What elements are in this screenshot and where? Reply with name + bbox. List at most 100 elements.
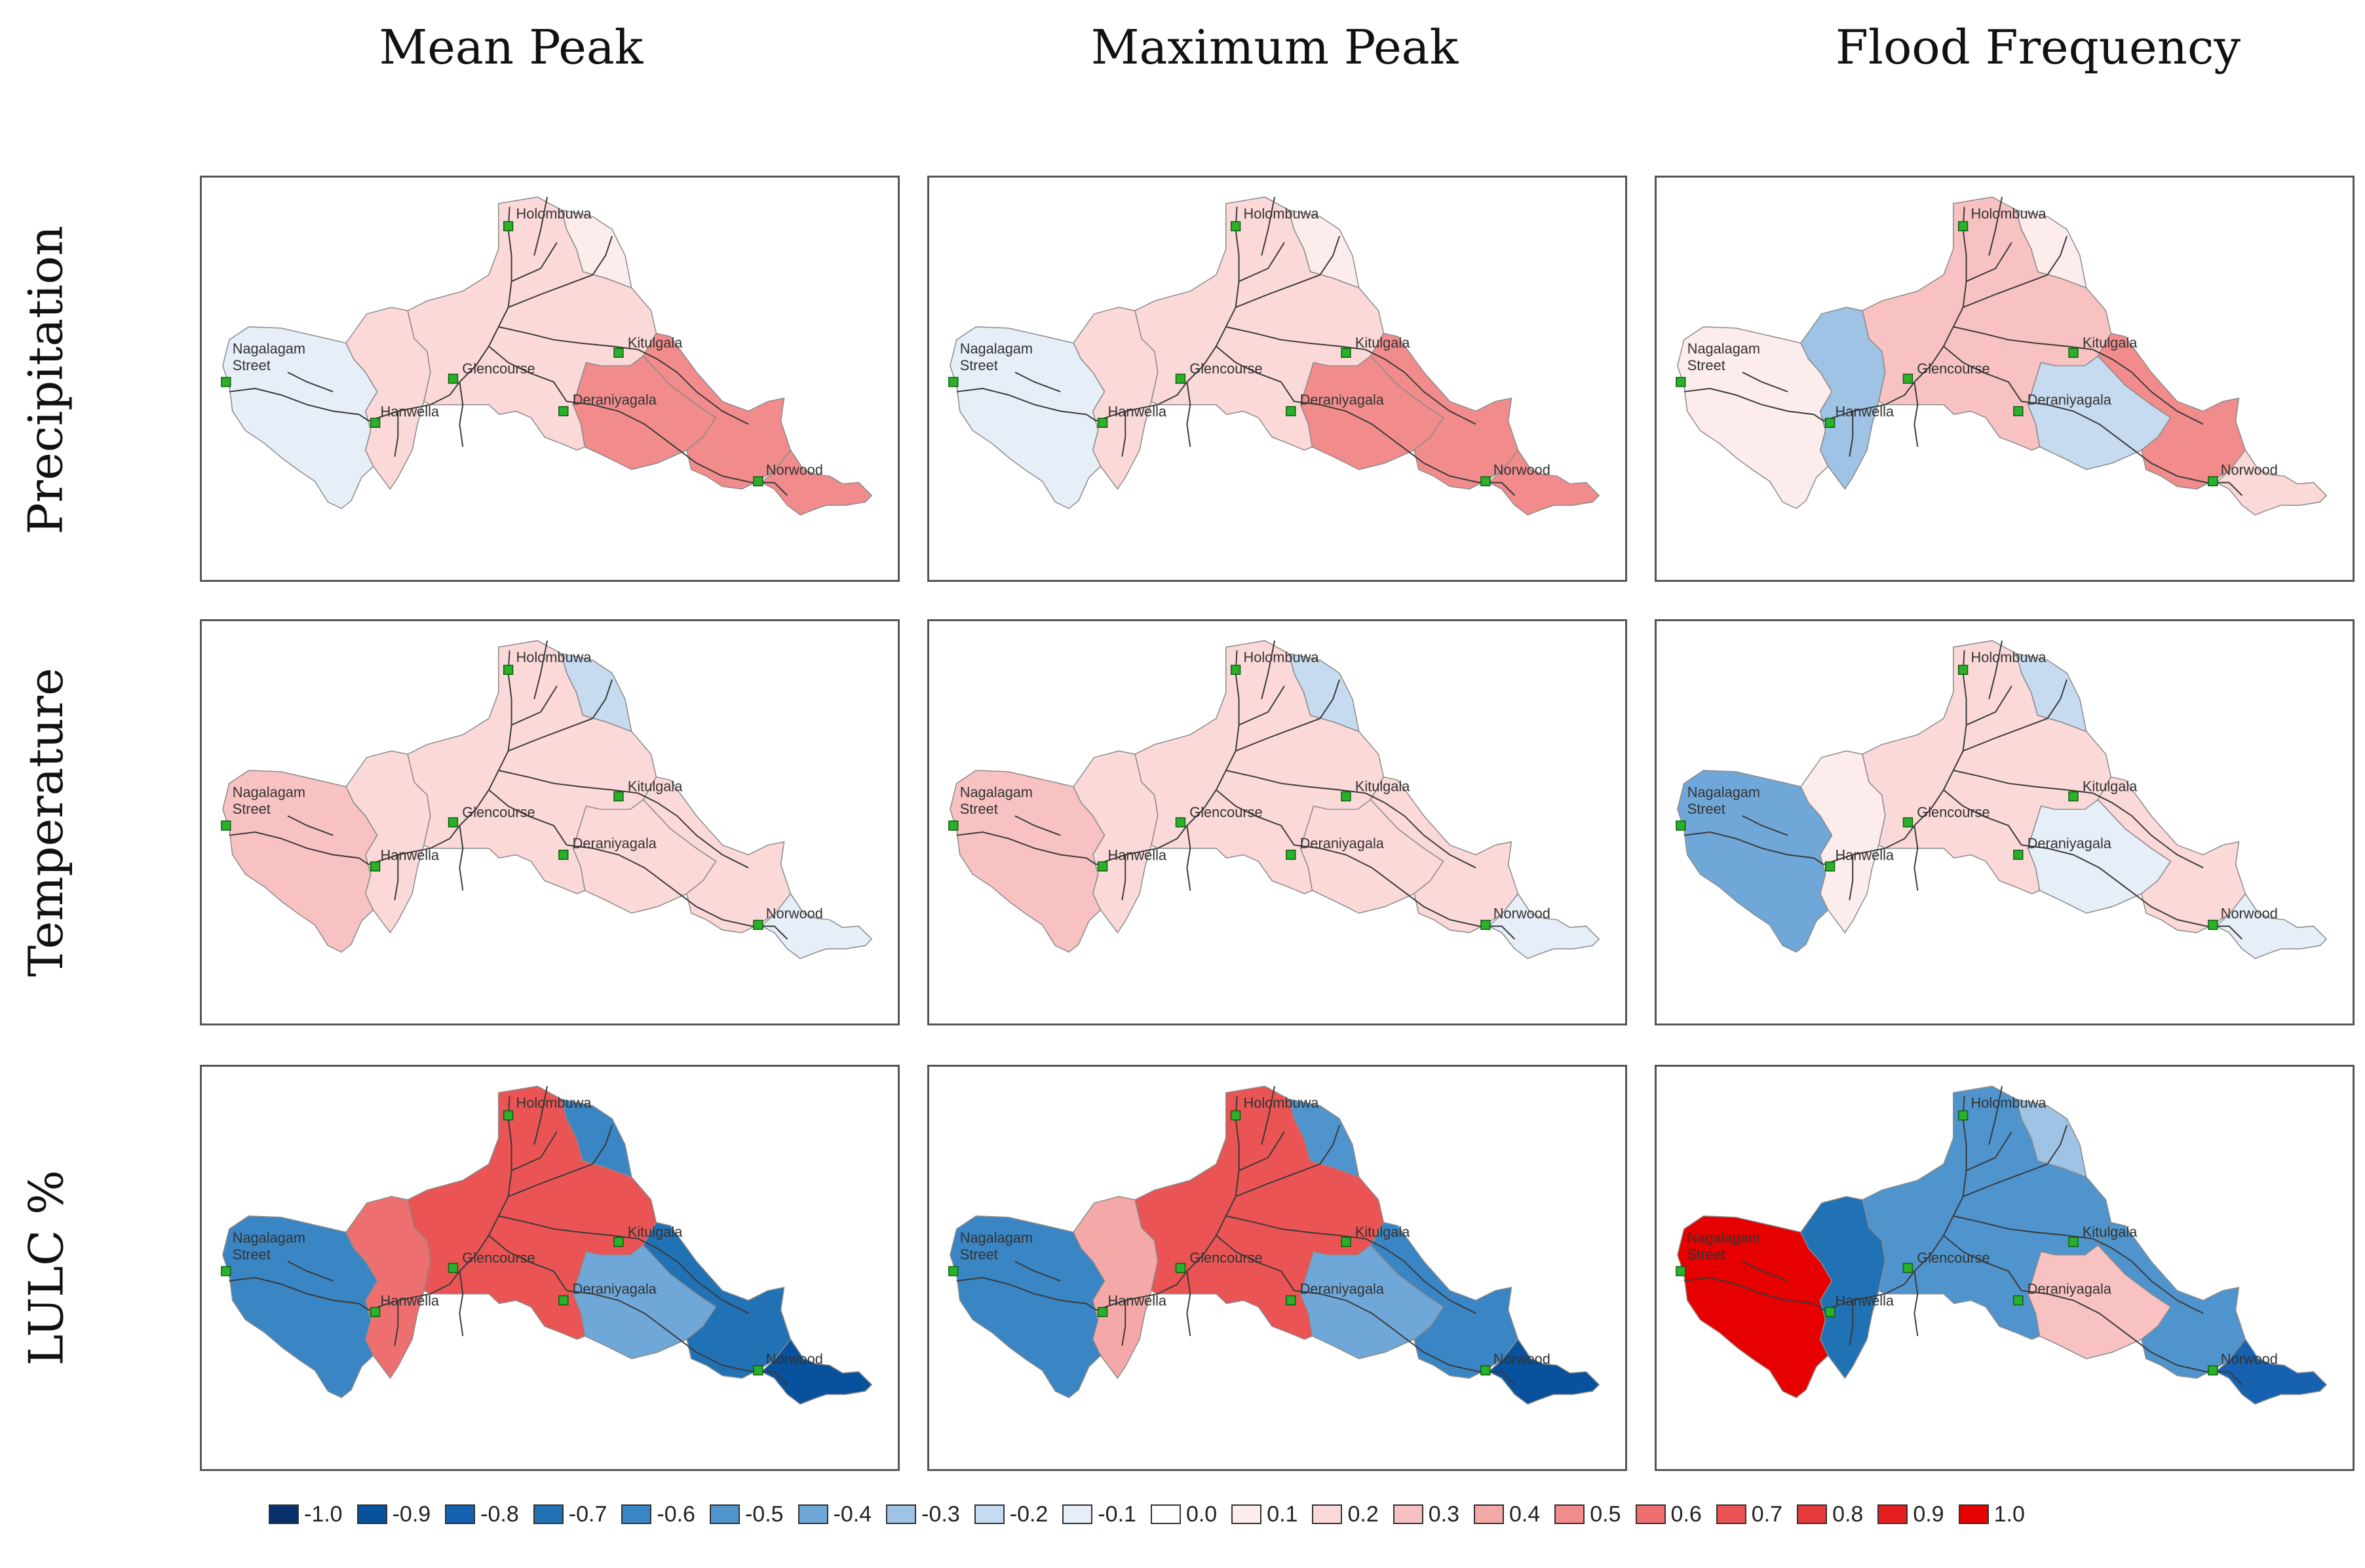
river-line	[1849, 411, 1854, 457]
station-marker	[1230, 664, 1241, 675]
river-line	[1823, 381, 1915, 422]
station-marker	[1676, 377, 1686, 387]
river-line	[394, 854, 399, 901]
station-label: Glencourse	[462, 360, 535, 377]
river-line	[498, 1215, 638, 1240]
river-line	[1014, 815, 1061, 836]
legend-label: 0.5	[1590, 1501, 1621, 1527]
station-label: Nagalagam	[1687, 1229, 1760, 1246]
river-line	[1186, 1271, 1191, 1337]
station-marker	[948, 377, 959, 387]
station-marker	[1175, 373, 1186, 384]
river-line	[1261, 197, 1276, 256]
legend-item: 0.0	[1150, 1502, 1217, 1527]
subbasin-tail	[2215, 449, 2328, 516]
station-marker	[1341, 347, 1351, 358]
station-label: Hanwella	[381, 403, 440, 419]
subbasin-tail	[760, 1338, 873, 1405]
river-line	[956, 387, 1097, 422]
subbasin-hanwella	[1800, 750, 1886, 934]
legend-swatch	[269, 1504, 299, 1524]
subbasin-northeast	[2015, 209, 2087, 289]
station-marker	[1286, 406, 1296, 417]
river-line	[956, 1276, 1097, 1311]
river-line	[1225, 1215, 1366, 1240]
legend-item: 0.7	[1716, 1502, 1782, 1527]
station-label: Kitulgala	[1355, 334, 1410, 351]
river-line	[1235, 274, 1320, 308]
subbasin-tail	[1488, 449, 1600, 516]
river-line	[1823, 825, 1915, 866]
station-marker	[1175, 1263, 1186, 1273]
station-marker	[1676, 1266, 1686, 1276]
legend-swatch	[1062, 1504, 1093, 1524]
column-header-flood-frequency: Flood Frequency	[1835, 20, 2241, 75]
river-line	[1239, 685, 1285, 726]
river-line	[508, 717, 593, 752]
station-marker	[448, 373, 459, 384]
river-line	[1953, 1215, 2093, 1240]
station-marker	[558, 406, 569, 417]
river-line	[1913, 381, 1919, 448]
river-line	[1849, 854, 1854, 901]
river-line	[511, 685, 558, 726]
station-marker	[503, 221, 514, 231]
river-line	[2047, 679, 2068, 719]
river-line	[1365, 349, 1476, 425]
river-line	[511, 242, 558, 282]
river-line	[1988, 640, 2003, 700]
river-line	[592, 235, 613, 276]
station-label: Norwood	[1493, 462, 1550, 478]
station-label: Holombuwa	[1244, 649, 1320, 665]
station-label: Glencourse	[1189, 804, 1262, 820]
station-marker	[1480, 919, 1491, 930]
station-label: Nagalagam	[960, 784, 1033, 800]
legend-item: -0.5	[709, 1502, 784, 1527]
legend-label: 0.8	[1832, 1501, 1864, 1527]
subbasin-hanwella	[1800, 307, 1886, 490]
station-label: Deraniyagala	[573, 835, 657, 852]
station-marker	[1957, 1110, 1969, 1120]
legend-item: -1.0	[269, 1502, 343, 1527]
station-label: Street	[960, 801, 998, 817]
river-line	[1849, 1300, 1854, 1347]
river-line	[1261, 1086, 1276, 1145]
river-line	[1319, 235, 1341, 276]
legend-item: -0.6	[621, 1502, 695, 1527]
subbasin-hanwella	[345, 1196, 431, 1379]
station-marker	[503, 664, 514, 675]
row-header-temperature: Temperature	[18, 668, 74, 977]
river-line	[1239, 242, 1285, 282]
river-line	[1953, 769, 2093, 794]
station-marker	[1902, 373, 1913, 384]
station-label: Deraniyagala	[1300, 1281, 1385, 1297]
legend-swatch	[1797, 1504, 1828, 1524]
subbasin-northeast	[560, 209, 632, 289]
legend-swatch	[1474, 1504, 1504, 1524]
station-marker	[753, 476, 763, 487]
station-label: Norwood	[766, 906, 823, 922]
legend-item: 0.4	[1474, 1502, 1540, 1527]
station-label: Hanwella	[381, 1292, 440, 1309]
station-label: Nagalagam	[960, 1229, 1033, 1246]
station-label: Norwood	[1493, 1351, 1550, 1367]
station-marker	[948, 820, 959, 831]
legend-swatch	[356, 1504, 387, 1524]
river-line	[533, 640, 548, 700]
station-label: Nagalagam	[960, 340, 1033, 356]
station-label: Norwood	[2221, 462, 2278, 478]
station-marker	[613, 791, 624, 802]
subbasin-tail	[1488, 1338, 1600, 1405]
legend-label: -0.8	[480, 1501, 519, 1527]
station-label: Hanwella	[1836, 403, 1894, 419]
legend-item: 0.6	[1635, 1502, 1702, 1527]
river-line	[1225, 769, 1366, 794]
station-marker	[2068, 791, 2079, 802]
row-header-precipitation: Precipitation	[18, 225, 74, 535]
legend-label: -0.9	[392, 1501, 431, 1527]
legend-label: 0.7	[1751, 1501, 1783, 1527]
station-label: Hanwella	[381, 847, 440, 863]
river-line	[1186, 825, 1191, 891]
